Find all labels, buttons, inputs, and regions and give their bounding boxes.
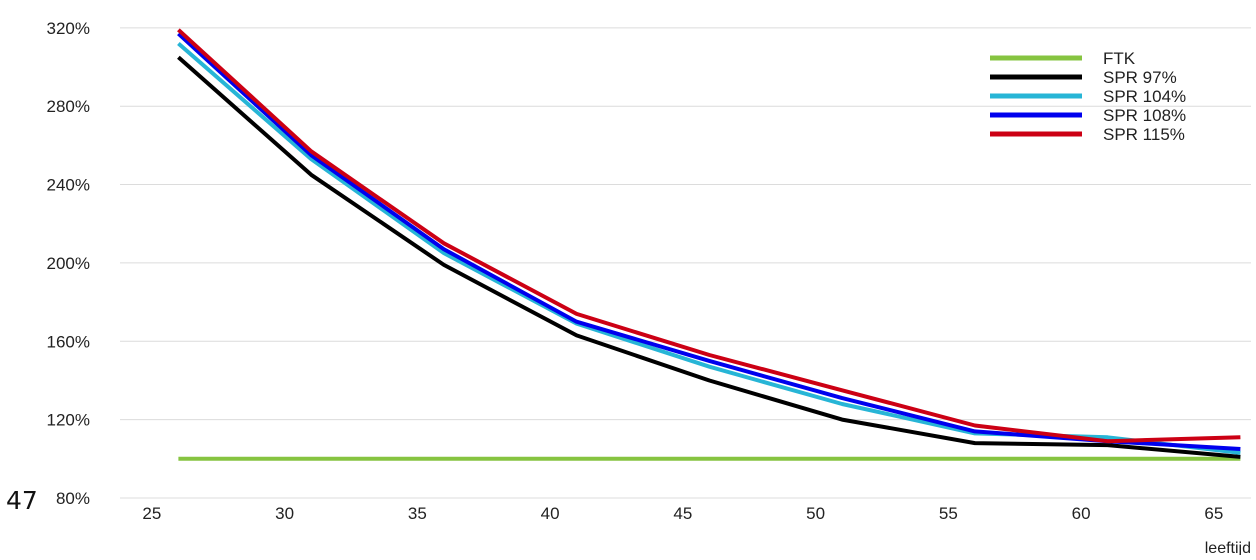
x-tick-label: 60	[1072, 504, 1091, 523]
series-line-spr-104	[177, 41, 1241, 455]
y-tick-label: 80%	[56, 489, 90, 508]
y-axis-ticks: 80% 120% 160% 200% 240% 280% 320%	[47, 19, 90, 508]
series-line-spr-97	[177, 55, 1241, 459]
legend-label: SPR 108%	[1103, 106, 1186, 125]
x-tick-label: 45	[673, 504, 692, 523]
x-tick-label: 55	[939, 504, 958, 523]
x-tick-label: 65	[1204, 504, 1223, 523]
legend-label: SPR 104%	[1103, 87, 1186, 106]
x-tick-label: 25	[142, 504, 161, 523]
x-tick-label: 50	[806, 504, 825, 523]
y-tick-label: 240%	[47, 176, 90, 195]
y-tick-label: 200%	[47, 254, 90, 273]
legend-label: SPR 115%	[1103, 125, 1185, 144]
x-axis-ticks: 25 30 35 40 45 50 55 60 65	[142, 504, 1223, 523]
legend-label: FTK	[1103, 49, 1136, 68]
series-lines	[177, 28, 1241, 461]
x-tick-label: 35	[408, 504, 427, 523]
y-tick-label: 320%	[47, 19, 90, 38]
x-tick-label: 40	[541, 504, 560, 523]
y-tick-label: 120%	[47, 411, 90, 430]
grid-lines	[120, 27, 1251, 499]
x-tick-label: 30	[275, 504, 294, 523]
page-number: 47	[6, 486, 38, 515]
legend-label: SPR 97%	[1103, 68, 1177, 87]
y-tick-label: 280%	[47, 97, 90, 116]
series-line-spr-115	[177, 28, 1241, 444]
y-tick-label: 160%	[47, 332, 90, 351]
x-axis-title: leeftijd	[1205, 540, 1251, 555]
